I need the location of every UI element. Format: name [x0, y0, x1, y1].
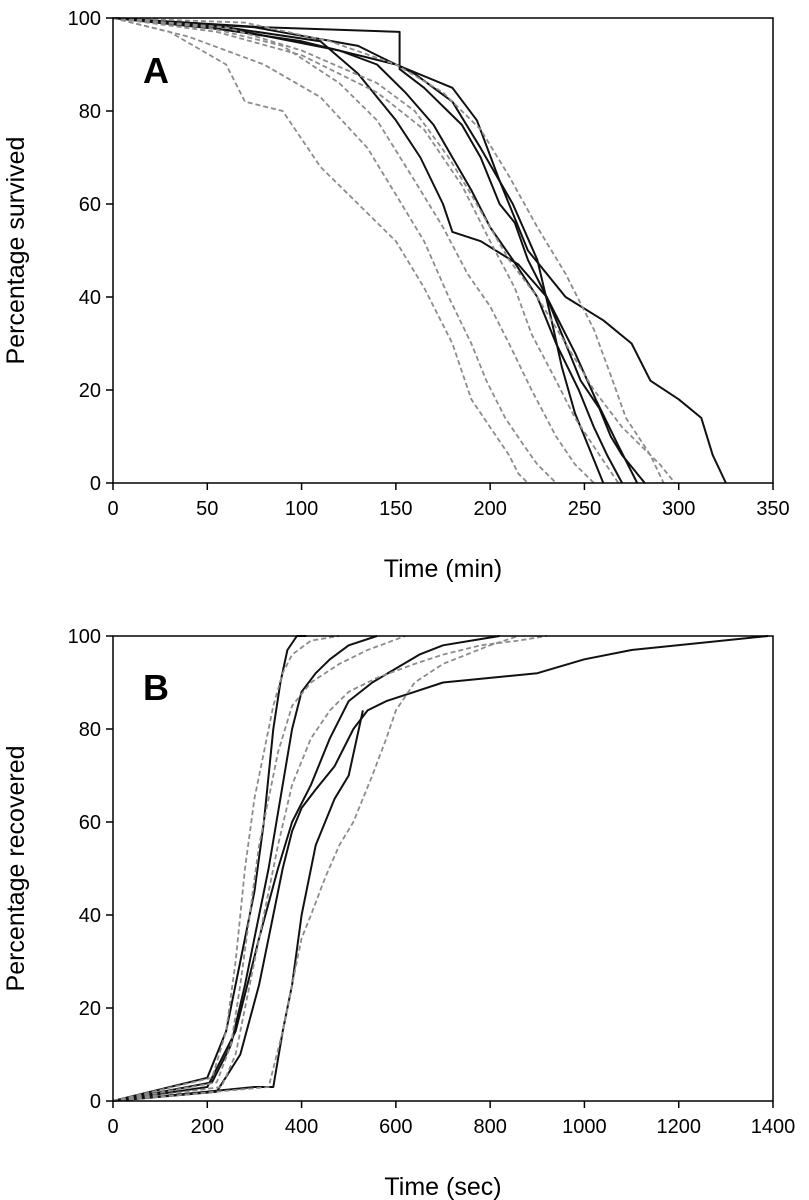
x-tick-label: 600	[379, 1116, 412, 1138]
y-tick-label: 100	[68, 626, 101, 648]
y-tick-label: 20	[79, 380, 101, 402]
y-axis-label: Percentage survived	[2, 137, 30, 365]
series-line-4-solid	[112, 635, 769, 1102]
x-tick-label: 400	[285, 1116, 318, 1138]
series-line-6-dashed	[112, 635, 340, 1102]
series-line-10-dashed	[112, 17, 665, 484]
y-tick-label: 80	[79, 101, 101, 123]
x-tick-label: 0	[107, 498, 118, 520]
plot-frame	[112, 635, 774, 1102]
series-line-5-solid	[112, 17, 605, 484]
series-line-6-dashed	[112, 17, 529, 484]
panel-a-survival-chart: 0 50 100 150 200 250 300 350 0 20 40 60 80 100 Time (m…	[2, 8, 790, 583]
series-line-4-solid	[112, 17, 727, 484]
x-tick-label: 150	[379, 498, 412, 520]
y-tick-label: 20	[79, 998, 101, 1020]
panel-b-letter: B	[143, 667, 169, 708]
y-axis-label: Percentage recovered	[2, 746, 30, 992]
x-tick-label: 0	[107, 1116, 118, 1138]
y-tick-label: 40	[79, 905, 101, 927]
x-tick-label: 800	[473, 1116, 506, 1138]
panel-a-letter: A	[143, 50, 169, 91]
series-line-3-solid	[112, 17, 639, 484]
x-tick-label: 350	[756, 498, 789, 520]
series-line-11-dashed	[112, 17, 620, 484]
x-tick-label: 1000	[562, 1116, 607, 1138]
x-axis-label: Time (sec)	[384, 1173, 501, 1200]
series-line-8-dashed	[112, 17, 595, 484]
x-tick-label: 100	[285, 498, 318, 520]
y-tick-label: 80	[79, 719, 101, 741]
plot-frame	[112, 17, 774, 484]
panel-b-recovery-chart: 0 200 400 600 800 1000 1200 1400 0 20 40 60 80 100 Tim…	[2, 626, 795, 1200]
series-line-7-dashed	[112, 17, 557, 484]
x-tick-label: 1200	[656, 1116, 701, 1138]
y-tick-label: 60	[79, 194, 101, 216]
x-tick-label: 200	[473, 498, 506, 520]
x-tick-label: 250	[568, 498, 601, 520]
series-line-9-dashed	[112, 17, 676, 484]
y-tick-label: 0	[90, 473, 101, 495]
x-tick-label: 1400	[751, 1116, 796, 1138]
series-line-9-dashed	[112, 635, 519, 1102]
y-tick-label: 60	[79, 812, 101, 834]
y-tick-label: 0	[90, 1091, 101, 1113]
series-line-3-solid	[112, 635, 500, 1102]
x-tick-label: 50	[196, 498, 218, 520]
x-tick-label: 300	[662, 498, 695, 520]
series-line-5-solid	[112, 710, 364, 1102]
series-line-1-solid	[112, 17, 646, 484]
y-tick-label: 100	[68, 8, 101, 30]
x-tick-label: 200	[191, 1116, 224, 1138]
series-line-8-dashed	[112, 635, 547, 1102]
series-line-7-dashed	[112, 635, 406, 1102]
y-tick-label: 40	[79, 287, 101, 309]
x-axis-label: Time (min)	[384, 555, 503, 583]
